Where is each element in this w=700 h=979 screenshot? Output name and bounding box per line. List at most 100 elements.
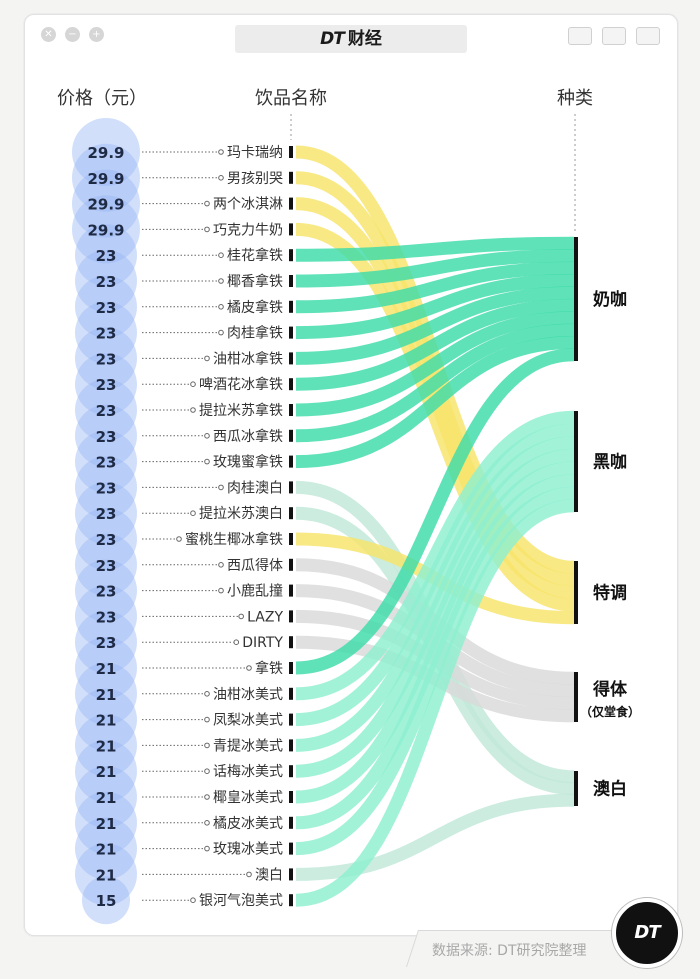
price-label: 21 — [96, 660, 117, 678]
leader-dot — [238, 613, 244, 620]
drink-node — [289, 765, 293, 778]
price-label: 23 — [96, 454, 117, 472]
price-bubble — [75, 301, 137, 364]
drink-label: 提拉米苏澳白 — [199, 506, 283, 522]
leader-dot — [218, 562, 224, 568]
flow-link — [295, 436, 575, 752]
drink-label: 玫瑰冰美式 — [213, 842, 283, 858]
price-label: 23 — [96, 299, 117, 317]
leader-dot — [176, 536, 182, 542]
category-label: 黑咖 — [593, 452, 627, 473]
price-label: 23 — [96, 479, 117, 497]
price-bubble — [75, 430, 137, 493]
flow-link — [295, 236, 575, 262]
flow-link — [295, 311, 575, 417]
drink-column-header: 饮品名称 — [255, 88, 327, 109]
record-icon[interactable] — [568, 27, 592, 45]
minimize-icon[interactable]: − — [65, 27, 80, 42]
price-label: 23 — [96, 583, 117, 601]
price-bubble — [75, 611, 137, 674]
drink-label: 椰香拿铁 — [227, 273, 283, 290]
leader-dot — [204, 226, 210, 233]
price-label: 23 — [96, 505, 117, 523]
leader-dot — [218, 329, 224, 336]
price-bubble — [82, 876, 130, 925]
flow-link — [295, 793, 575, 881]
price-bubble — [75, 637, 137, 699]
category-label: 得体 — [592, 679, 628, 700]
price-bubble — [75, 250, 137, 312]
category-node — [574, 237, 578, 361]
drink-label: 拿铁 — [255, 660, 283, 677]
category-label: 澳白 — [593, 779, 627, 800]
share-icon[interactable] — [602, 27, 626, 45]
flow-link — [295, 335, 575, 469]
leader-dot — [190, 407, 196, 413]
drink-label: 青提冰美式 — [213, 738, 283, 754]
drink-node — [289, 687, 293, 700]
price-label: 15 — [96, 892, 117, 910]
close-icon[interactable]: ✕ — [41, 27, 56, 42]
drink-node — [289, 713, 293, 726]
leader-dot — [218, 278, 224, 284]
price-label: 21 — [96, 686, 117, 704]
drink-label: LAZY — [247, 609, 283, 625]
price-label: 21 — [96, 789, 117, 807]
drink-node — [289, 352, 293, 365]
drink-node — [289, 791, 293, 803]
drink-label: 啤酒花冰拿铁 — [199, 376, 283, 393]
drink-label: 玫瑰蜜拿铁 — [213, 454, 283, 471]
price-bubble — [75, 662, 137, 725]
drink-node — [289, 894, 293, 907]
flow-link — [295, 249, 575, 288]
price-label: 21 — [96, 866, 117, 884]
leader-dot — [218, 304, 224, 310]
drink-node — [289, 326, 293, 339]
flow-link — [295, 261, 575, 314]
drink-node — [289, 481, 293, 494]
price-bubble — [75, 353, 137, 416]
price-bubble — [75, 404, 137, 467]
price-label: 23 — [96, 273, 117, 291]
drink-label: 澳白 — [255, 867, 283, 883]
price-label: 23 — [96, 325, 117, 343]
flow-link — [295, 323, 575, 443]
drink-node — [289, 300, 293, 313]
leader-dot — [204, 458, 210, 465]
drink-node — [289, 249, 293, 262]
category-node — [574, 771, 578, 806]
window-title: DT 财经 — [235, 25, 467, 53]
copy-icon[interactable] — [636, 27, 660, 45]
drink-node — [289, 429, 293, 442]
dt-badge-logo: DT — [612, 898, 682, 968]
flow-link — [295, 486, 575, 856]
drink-node — [289, 223, 293, 236]
price-label: 29.9 — [87, 144, 124, 162]
leader-dot — [190, 510, 196, 517]
drink-node — [289, 404, 293, 416]
leader-dot — [204, 768, 210, 775]
category-label: 特调 — [593, 583, 627, 604]
maximize-icon[interactable]: + — [89, 27, 104, 42]
price-bubble — [75, 224, 137, 287]
price-bubble — [72, 143, 140, 212]
leader-dot — [246, 871, 252, 878]
drink-node — [289, 662, 293, 674]
leader-dot — [204, 794, 210, 800]
price-label: 23 — [96, 428, 117, 446]
drink-node — [289, 842, 293, 855]
leader-dot — [218, 252, 224, 258]
leader-dot — [218, 587, 224, 594]
price-bubble — [75, 843, 137, 906]
drink-node — [289, 533, 293, 545]
leader-dot — [204, 742, 210, 749]
title-bar: ✕ − + DT 财经 — [25, 15, 677, 59]
price-bubble — [75, 585, 137, 648]
drink-node — [289, 146, 293, 158]
flow-link — [295, 348, 575, 675]
drink-label: 油柑冰美式 — [213, 687, 283, 703]
flow-link — [295, 448, 575, 778]
drink-label: 巧克力牛奶 — [213, 222, 283, 238]
flow-link — [295, 423, 575, 727]
price-bubble — [75, 327, 137, 390]
